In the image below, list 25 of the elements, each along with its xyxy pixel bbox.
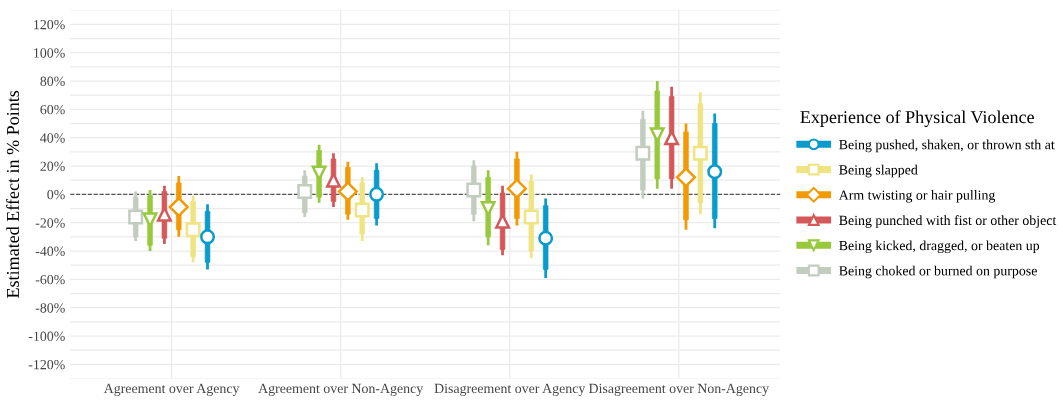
y-tick-label: -100% bbox=[28, 331, 65, 342]
y-tick-label: -120% bbox=[28, 359, 65, 370]
y-tick-label: 40% bbox=[40, 133, 65, 143]
y-tick-label: -40% bbox=[35, 246, 65, 257]
y-axis-title: Estimated Effect in % Points bbox=[6, 90, 20, 298]
legend-label: Being pushed, shaken, or thrown sth at bbox=[839, 139, 1055, 153]
y-tick-label: 60% bbox=[40, 104, 65, 115]
x-tick-label: Agreement over Non-Agency bbox=[258, 383, 424, 396]
y-tick-label: 120% bbox=[34, 19, 65, 30]
y-tick-label: 20% bbox=[40, 161, 65, 172]
x-tick-label: Agreement over Agency bbox=[103, 383, 240, 396]
legend-label: Arm twisting or hair pulling bbox=[838, 189, 996, 203]
legend-label: Being kicked, dragged, or beaten up bbox=[839, 240, 1040, 254]
y-tick-label: -80% bbox=[35, 303, 65, 313]
y-tick-label: -20% bbox=[35, 218, 65, 228]
legend-label: Being slapped bbox=[839, 164, 918, 178]
y-tick-label: 0% bbox=[47, 189, 65, 200]
y-tick-label: -60% bbox=[35, 274, 65, 285]
legend-title: Experience of Physical Violence bbox=[800, 110, 1034, 127]
y-tick-label: 100% bbox=[34, 48, 65, 58]
y-tick-label: 80% bbox=[40, 76, 65, 87]
legend-label: Being punched with fist or other object bbox=[839, 215, 1057, 228]
legend-label: Being choked or burned on purpose bbox=[839, 265, 1037, 279]
x-tick-label: Disagreement over Non-Agency bbox=[588, 383, 769, 396]
x-tick-label: Disagreement over Agency bbox=[434, 383, 586, 396]
